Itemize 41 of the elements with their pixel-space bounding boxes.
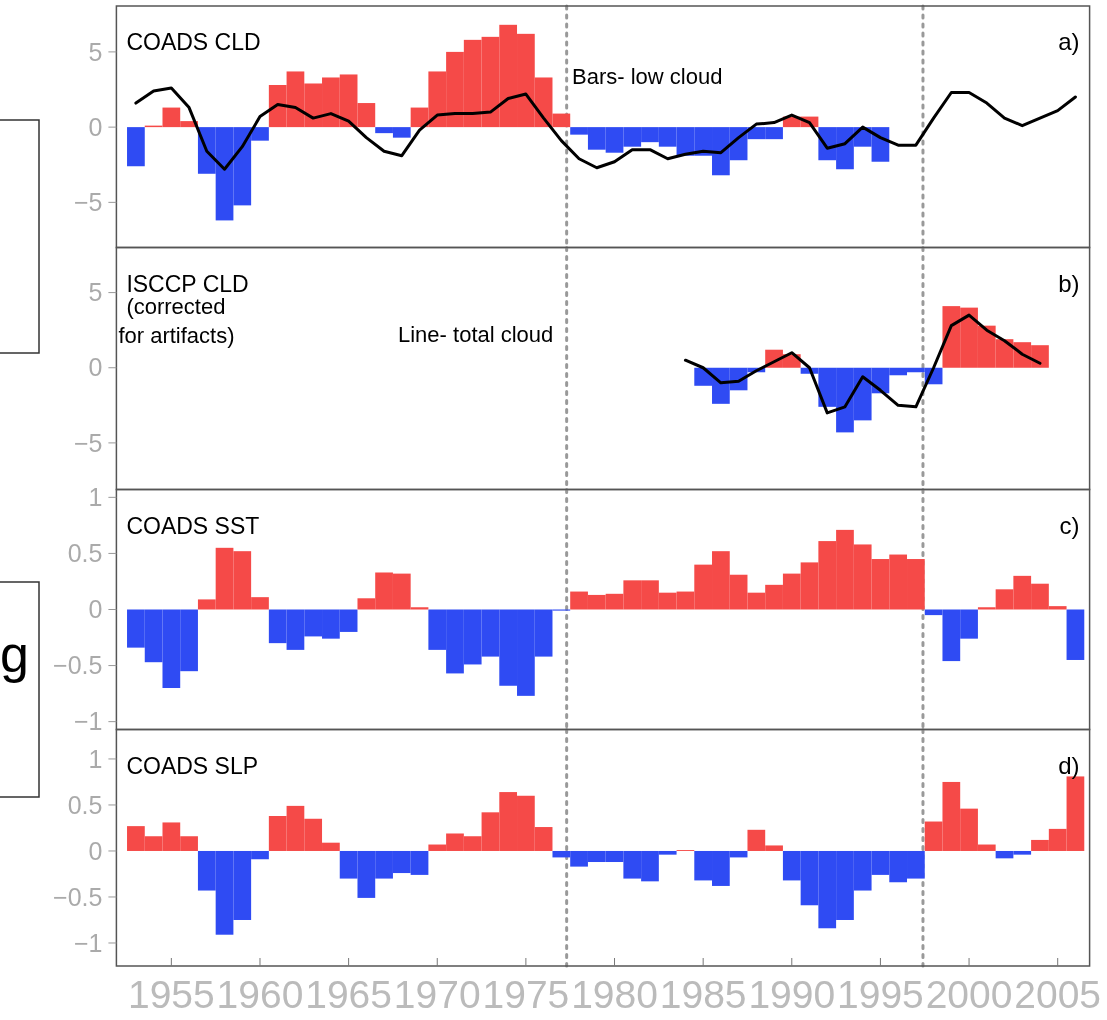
x-tick-label: 1965	[305, 973, 392, 1016]
line-series	[134, 86, 1077, 171]
text: g	[0, 625, 29, 683]
annotation: b)	[1058, 269, 1080, 297]
x-tick-label: 1980	[571, 973, 658, 1016]
y-tick-label: 0	[88, 595, 103, 624]
y-tick-label: 0	[88, 353, 103, 382]
x-tick-label: 2005	[1014, 973, 1102, 1016]
annotation: c)	[1059, 511, 1080, 539]
y-tick-label: 0.5	[67, 790, 103, 819]
x-tick-label: 1960	[216, 973, 304, 1016]
x-tick-label: 1955	[127, 973, 215, 1016]
y-tick-label: −1	[73, 928, 103, 957]
text: COADS CLD	[126, 29, 261, 55]
y-tick-label: −5	[73, 188, 103, 217]
y-tick-label: −0.5	[53, 651, 103, 680]
x-tick-label: 1985	[659, 973, 747, 1016]
x-tick-label: 1975	[482, 973, 570, 1016]
y-tick-label: 5	[88, 278, 103, 307]
bar	[127, 127, 145, 167]
y-tick-label: 1	[88, 744, 103, 773]
annotation: Bars- low cloud	[572, 64, 723, 89]
y-tick-label: −0.5	[53, 882, 103, 911]
x-tick-label: 1970	[393, 973, 481, 1016]
x-tick-label: 1995	[837, 973, 924, 1016]
y-tick-label: 0.5	[67, 539, 103, 568]
line-series	[683, 313, 1042, 415]
x-tick-label: 1990	[748, 973, 836, 1016]
y-tick-label: 0	[88, 112, 103, 141]
bar	[1066, 609, 1085, 660]
x-tick-label: 2000	[925, 973, 1013, 1016]
annotation: d)	[1058, 751, 1080, 779]
y-tick-label: 1	[88, 483, 103, 512]
text: COADS SLP	[126, 752, 259, 779]
y-tick-label: 5	[88, 37, 103, 66]
text: COADS SST	[126, 512, 260, 539]
y-tick-label: −1	[73, 707, 103, 736]
annotation: Line- total cloud	[398, 322, 554, 347]
annotation: a)	[1058, 28, 1080, 55]
y-tick-label: −5	[73, 428, 103, 457]
y-tick-label: 0	[88, 836, 103, 865]
